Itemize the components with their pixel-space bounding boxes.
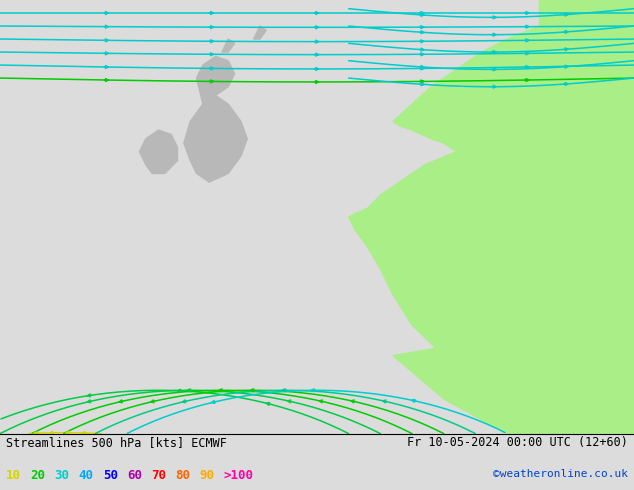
Polygon shape — [139, 130, 178, 173]
Polygon shape — [393, 0, 634, 165]
Text: 80: 80 — [175, 468, 190, 482]
Text: 20: 20 — [30, 468, 46, 482]
Text: >100: >100 — [223, 468, 253, 482]
Text: 10: 10 — [6, 468, 22, 482]
Polygon shape — [197, 56, 235, 104]
Text: 70: 70 — [151, 468, 166, 482]
Polygon shape — [254, 26, 266, 39]
Text: 90: 90 — [199, 468, 214, 482]
Polygon shape — [539, 0, 634, 65]
Text: 60: 60 — [127, 468, 142, 482]
Text: Fr 10-05-2024 00:00 UTC (12+60): Fr 10-05-2024 00:00 UTC (12+60) — [407, 436, 628, 449]
Text: ©weatheronline.co.uk: ©weatheronline.co.uk — [493, 468, 628, 479]
Text: 30: 30 — [55, 468, 70, 482]
Polygon shape — [393, 312, 634, 434]
Text: Streamlines 500 hPa [kts] ECMWF: Streamlines 500 hPa [kts] ECMWF — [6, 436, 227, 449]
Text: 50: 50 — [103, 468, 118, 482]
Text: 40: 40 — [79, 468, 94, 482]
Polygon shape — [184, 96, 247, 182]
Polygon shape — [349, 87, 634, 434]
Polygon shape — [222, 39, 235, 52]
